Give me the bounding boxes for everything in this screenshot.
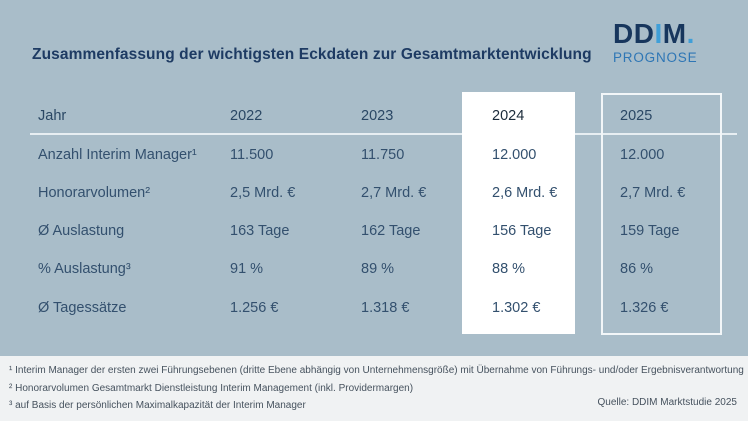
column-header-jahr: Jahr [38, 108, 67, 124]
table-cell: 2,7 Mrd. € [361, 185, 427, 201]
column-header-2022: 2022 [230, 108, 263, 124]
logo-letter-m: M [662, 18, 687, 49]
forecast-box-2025 [601, 93, 722, 335]
logo-letter-i: I [654, 18, 663, 49]
column-header-2025: 2025 [620, 108, 653, 124]
header-divider-line [30, 133, 737, 135]
column-header-2024: 2024 [492, 108, 525, 124]
footnotes: ¹ Interim Manager der ersten zwei Führun… [9, 362, 744, 415]
row-label: Ø Auslastung [38, 223, 125, 239]
table-row-tagessaetze: Ø Tagessätze 1.256 € 1.318 € 1.302 € 1.3… [0, 298, 748, 318]
table-cell: 1.326 € [620, 300, 669, 316]
table-cell: 89 % [361, 261, 395, 277]
source-label: Quelle: DDIM Marktstudie 2025 [597, 397, 737, 408]
row-label: Ø Tagessätze [38, 300, 127, 316]
ddim-logo-wordmark: DDIM. [613, 20, 697, 48]
table-cell: 156 Tage [492, 223, 552, 239]
table-cell: 162 Tage [361, 223, 421, 239]
column-header-2023: 2023 [361, 108, 394, 124]
table-header-row: Jahr 2022 2023 2024 2025 [0, 106, 748, 126]
table-cell: 1.318 € [361, 300, 410, 316]
row-label: Anzahl Interim Manager¹ [38, 147, 197, 163]
page-title: Zusammenfassung der wichtigsten Eckdaten… [32, 46, 592, 63]
table-cell: 88 % [492, 261, 526, 277]
footnote-2: ² Honorarvolumen Gesamtmarkt Dienstleist… [9, 382, 414, 394]
footer-strip [0, 356, 748, 421]
table-cell: 11.750 [361, 147, 405, 163]
table-cell: 2,7 Mrd. € [620, 185, 686, 201]
row-label: % Auslastung³ [38, 261, 131, 277]
table-cell: 163 Tage [230, 223, 290, 239]
table-cell: 2,5 Mrd. € [230, 185, 296, 201]
table-cell: 1.256 € [230, 300, 279, 316]
table-row-anzahl-interim-manager: Anzahl Interim Manager¹ 11.500 11.750 12… [0, 145, 748, 165]
row-label: Honorarvolumen² [38, 185, 151, 201]
ddim-logo: DDIM. PROGNOSE [613, 20, 697, 65]
table-cell: 159 Tage [620, 223, 680, 239]
table-cell: 11.500 [230, 147, 274, 163]
table-cell: 1.302 € [492, 300, 541, 316]
logo-dot: . [686, 18, 695, 49]
table-cell: 91 % [230, 261, 264, 277]
highlight-column-2024 [462, 92, 575, 334]
table-cell: 86 % [620, 261, 654, 277]
table-cell: 12.000 [620, 147, 665, 163]
table-cell: 2,6 Mrd. € [492, 185, 558, 201]
table-row-auslastung-tage: Ø Auslastung 163 Tage 162 Tage 156 Tage … [0, 221, 748, 241]
footnote-3: ³ auf Basis der persönlichen Maximalkapa… [9, 400, 306, 411]
logo-prognose-label: PROGNOSE [613, 50, 698, 65]
footnote-1: ¹ Interim Manager der ersten zwei Führun… [9, 365, 744, 376]
table-row-honorarvolumen: Honorarvolumen² 2,5 Mrd. € 2,7 Mrd. € 2,… [0, 183, 748, 203]
table-row-auslastung-prozent: % Auslastung³ 91 % 89 % 88 % 86 % [0, 259, 748, 279]
logo-letters-dd: DD [613, 18, 655, 49]
table-cell: 12.000 [492, 147, 537, 163]
